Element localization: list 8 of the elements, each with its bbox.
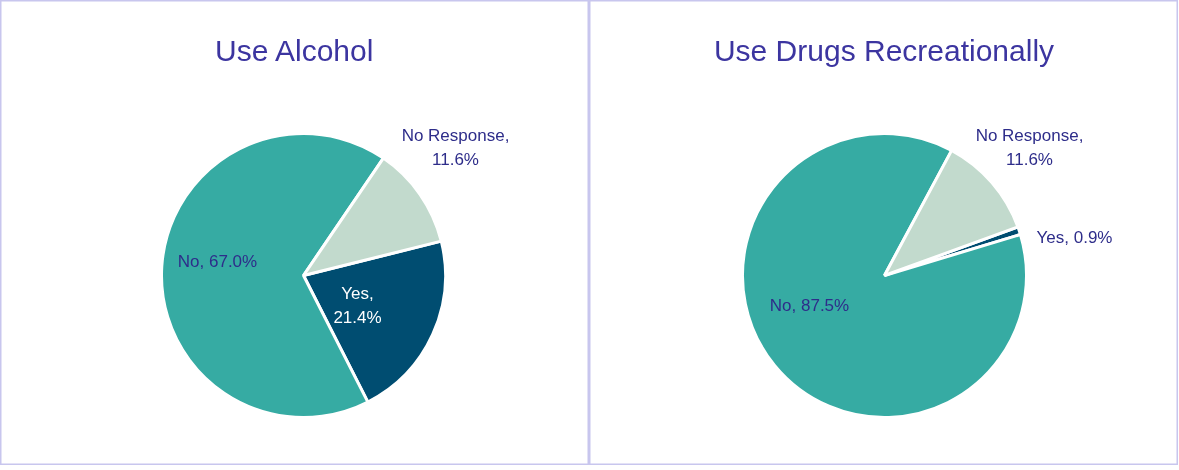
slice-label: No, 87.5% [769, 296, 850, 315]
chart-title: Use Alcohol [214, 34, 374, 67]
slice-label: No, 67.0% [177, 252, 258, 271]
slice-label: Yes, 0.9% [1036, 228, 1113, 247]
slice-label: No Response, 11.6% [401, 125, 510, 170]
chart-title: Use Drugs Recreationally [713, 34, 1055, 67]
slice-label: No Response, 11.6% [975, 125, 1084, 170]
slice-label: Yes, 21.4% [333, 283, 382, 328]
